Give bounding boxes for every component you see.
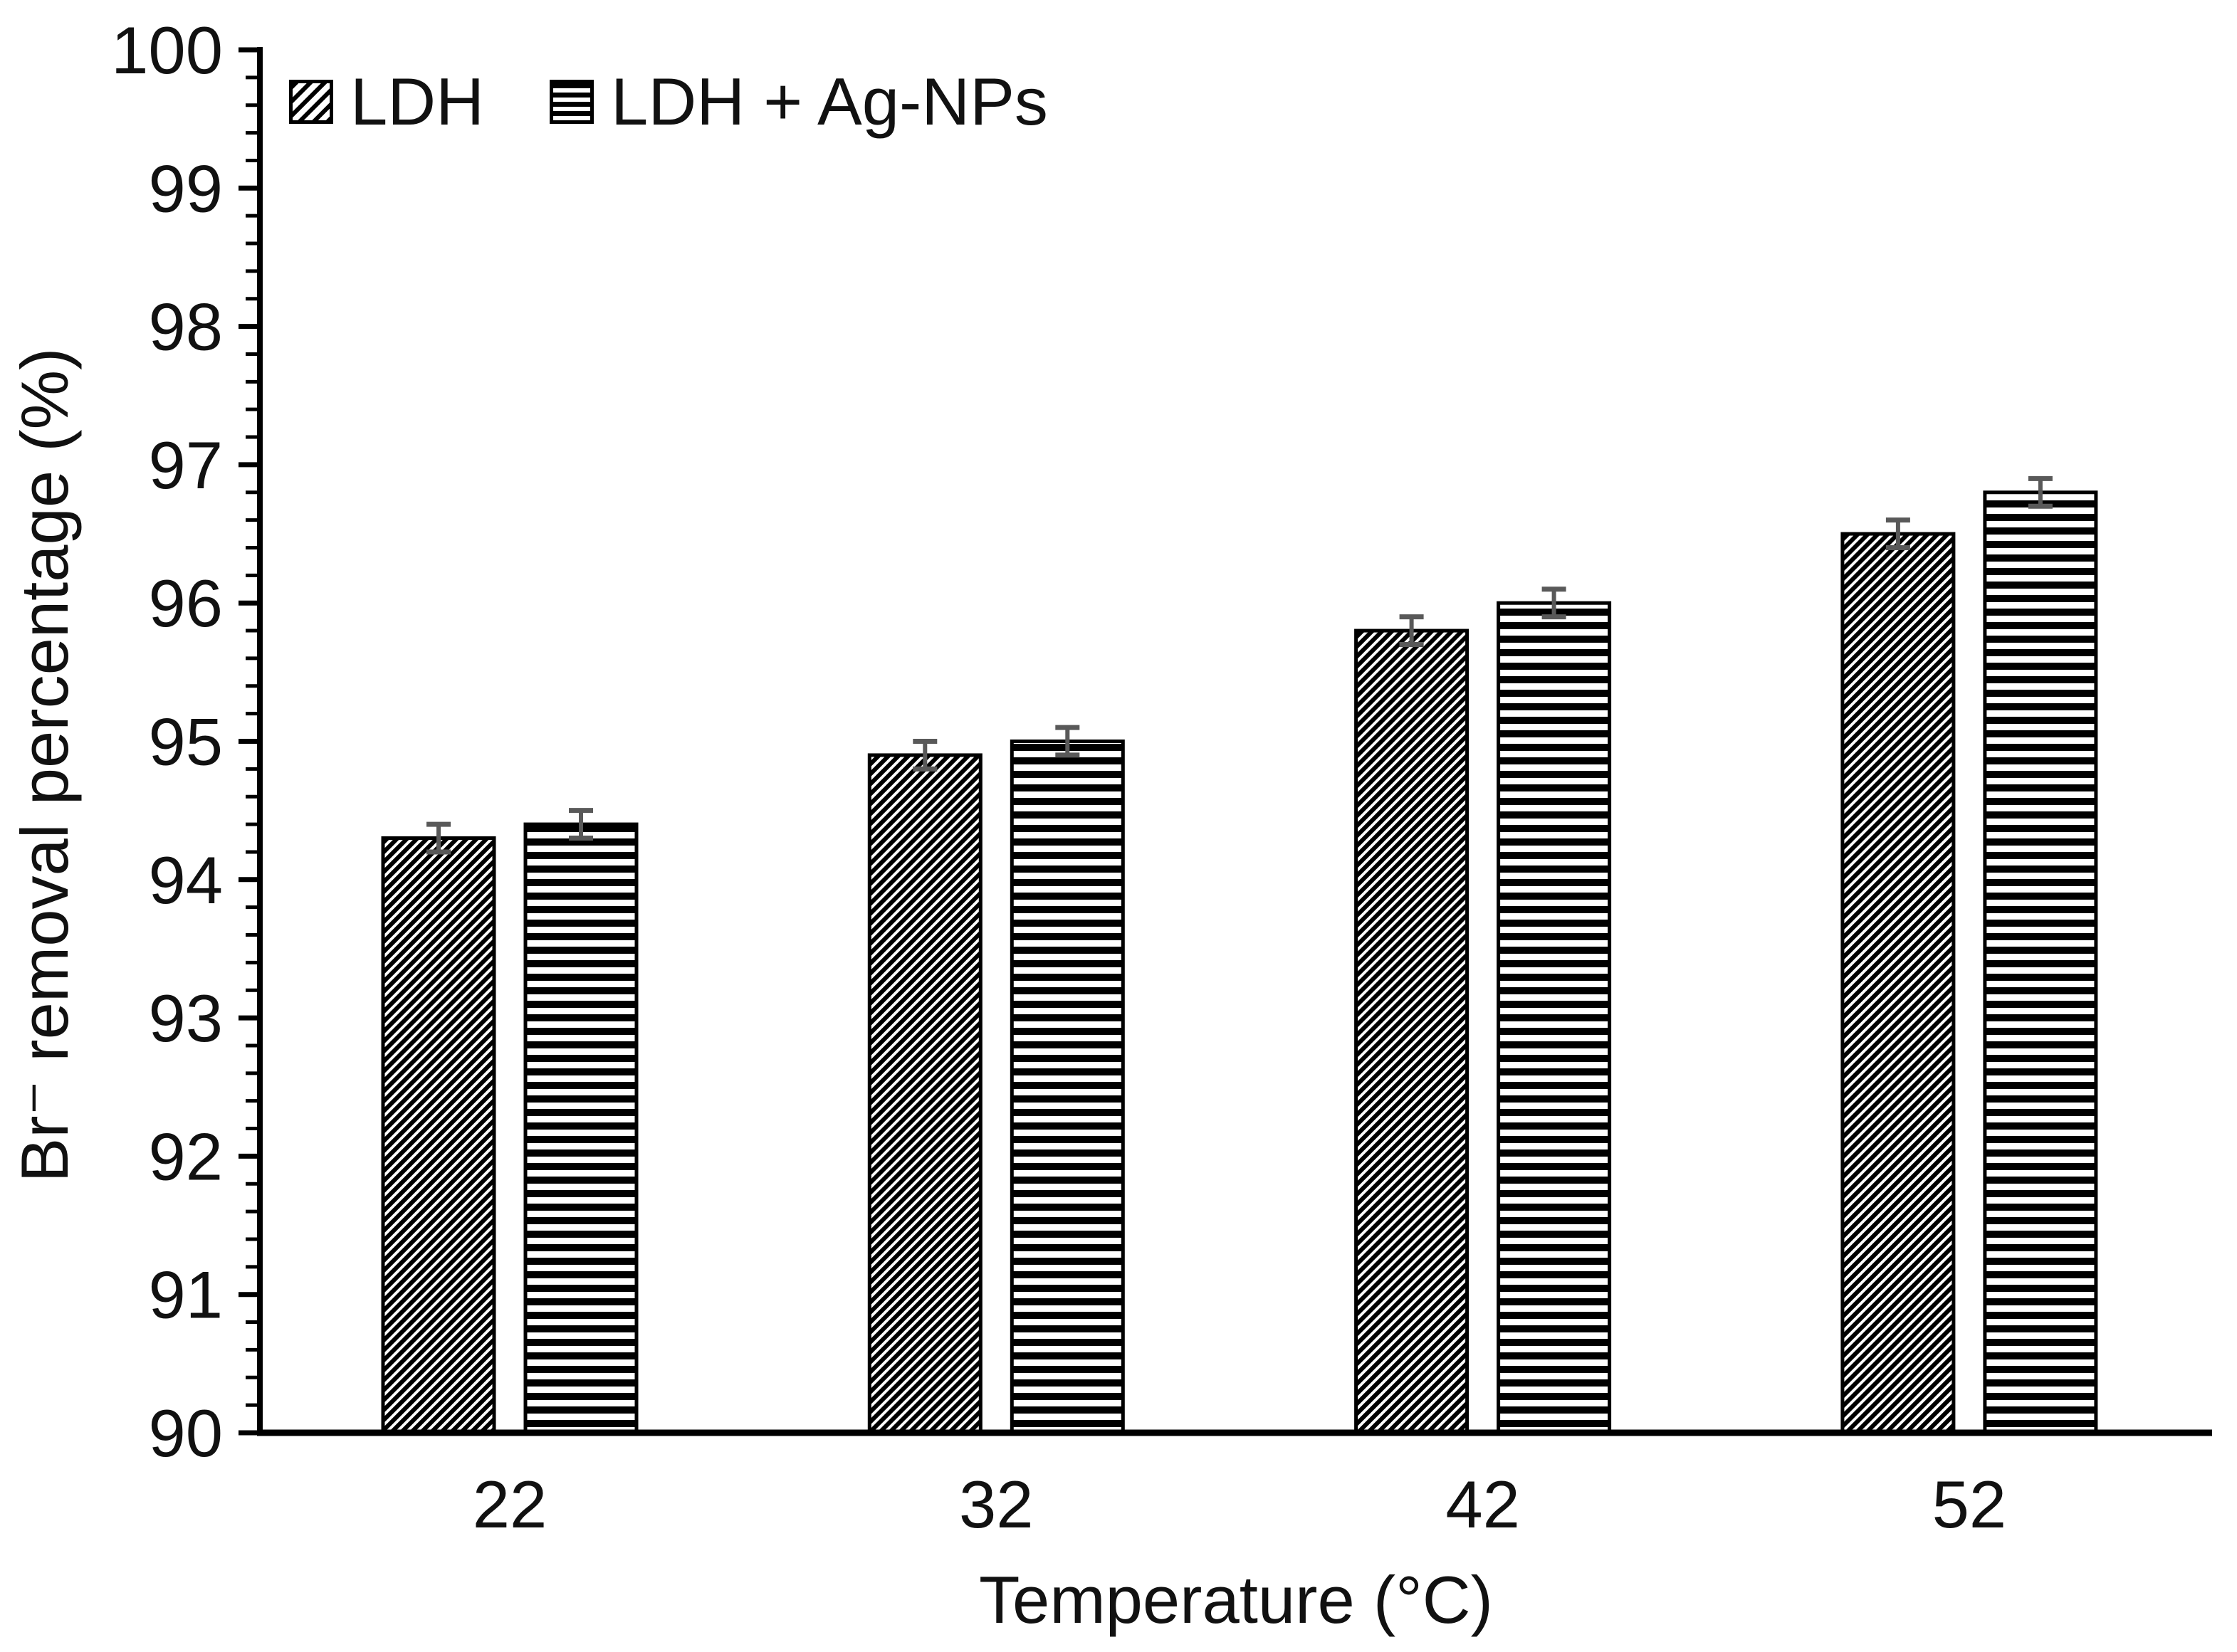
y-axis-title: Br⁻ removal percentage (%)	[7, 347, 82, 1183]
y-tick-label: 91	[148, 1258, 223, 1332]
legend-label-ldh: LDH	[350, 64, 485, 139]
legend-label-ldh-ag-nps: LDH + Ag-NPs	[611, 64, 1048, 139]
bar-ldh-52	[1840, 532, 1956, 1435]
y-tick-label: 98	[148, 290, 223, 364]
y-tick-label: 92	[148, 1119, 223, 1194]
x-tick-label: 52	[1932, 1467, 2007, 1542]
y-tick-label: 95	[148, 705, 223, 779]
x-tick-label: 42	[1445, 1467, 1520, 1542]
x-tick-label: 22	[473, 1467, 548, 1542]
y-tick-label: 100	[111, 13, 223, 88]
bar-ldh-22	[381, 836, 496, 1435]
legend-item-ldh-ag-nps: LDH + Ag-NPs	[550, 68, 1048, 135]
y-tick-label: 99	[148, 151, 223, 226]
bar-ldh-ag-nps-42	[1497, 601, 1612, 1435]
bar-ldh-ag-nps-22	[523, 822, 639, 1435]
legend-item-ldh: LDH	[289, 68, 484, 135]
y-tick-label: 97	[148, 428, 223, 503]
y-tick-label: 90	[148, 1396, 223, 1471]
y-tick-label: 96	[148, 566, 223, 641]
y-tick-label: 94	[148, 843, 223, 917]
legend-swatch-horizontal-stripes-icon	[550, 80, 594, 124]
bar-ldh-ag-nps-52	[1983, 490, 2098, 1435]
legend: LDH LDH + Ag-NPs	[289, 68, 1048, 135]
bar-ldh-32	[867, 753, 983, 1435]
bar-ldh-42	[1354, 628, 1469, 1435]
x-tick-label: 32	[959, 1467, 1034, 1542]
y-tick-label: 93	[148, 981, 223, 1056]
bar-ldh-ag-nps-32	[1010, 740, 1125, 1435]
legend-swatch-diagonal-hatch-icon	[289, 80, 333, 124]
x-axis-title: Temperature (°C)	[979, 1562, 1493, 1637]
